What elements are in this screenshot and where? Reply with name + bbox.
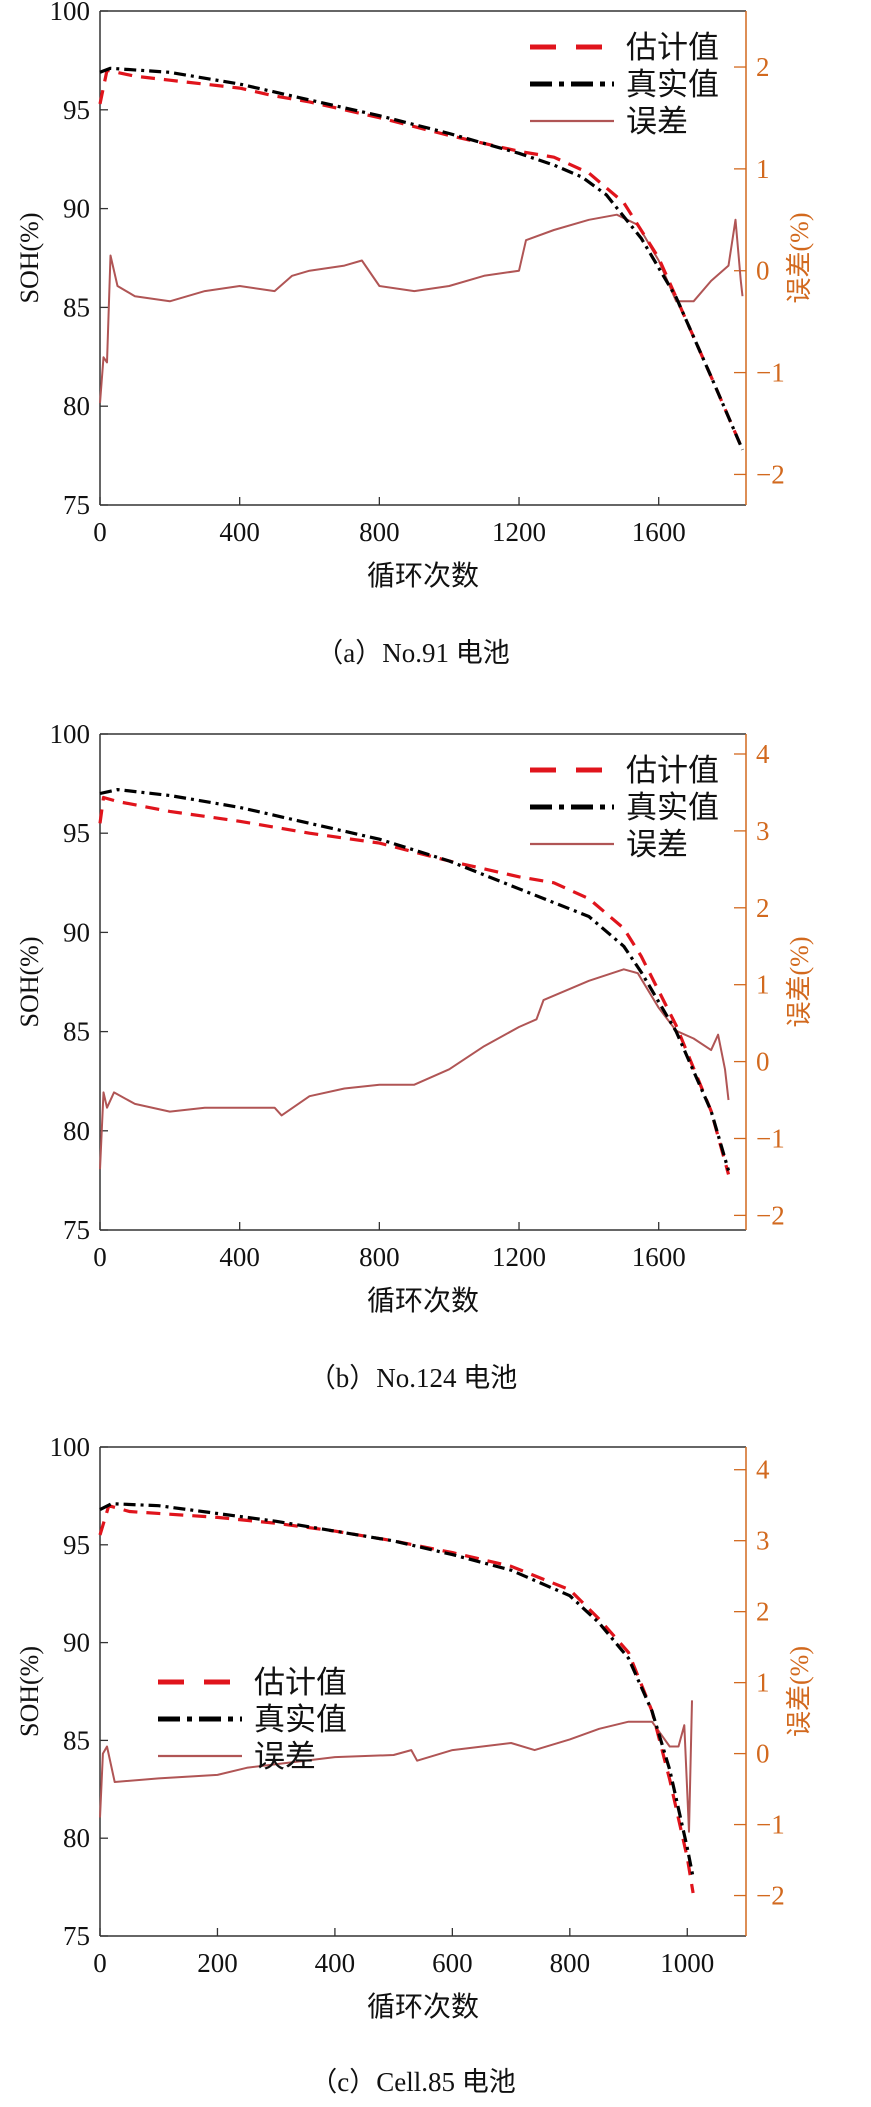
caption: （c）Cell.85 电池: [310, 2067, 515, 2097]
series-line-error: [99, 213, 744, 404]
y-tick-label: 90: [63, 917, 90, 947]
series-line-estimate: [98, 68, 744, 451]
y-tick-label: 75: [63, 490, 90, 520]
y2-tick-label: 2: [756, 52, 770, 82]
x-tick-label: 400: [219, 517, 260, 547]
y2-tick-label: 1: [756, 970, 770, 1000]
y2-tick-label: 0: [756, 1739, 770, 1769]
series-line-true: [99, 1502, 695, 1878]
chart-1: 0 400 800 1200 1600 75 80 85 90 95 100 −2 −1 0 1 2 3 4 循环次…: [15, 719, 814, 1393]
legend-label-true: 真实值: [626, 67, 719, 102]
y2-tick-label: 2: [756, 1597, 770, 1627]
y2-axis-label: 误差(%): [785, 937, 814, 1028]
y-tick-label: 85: [63, 1725, 90, 1755]
y-axis-label: SOH(%): [15, 213, 44, 304]
series-line-error: [99, 1700, 693, 1833]
x-tick-label: 0: [93, 517, 107, 547]
y2-tick-label: −1: [756, 1123, 785, 1153]
legend-label-estimate: 估计值: [626, 30, 719, 65]
x-tick-label: 0: [93, 1948, 107, 1978]
y-tick-label: 85: [63, 1017, 90, 1047]
x-tick-label: 800: [359, 1242, 400, 1272]
y-tick-label: 85: [63, 292, 90, 322]
y-axis-label: SOH(%): [15, 937, 44, 1028]
y-tick-label: 95: [63, 95, 90, 125]
y2-tick-label: 2: [756, 893, 770, 923]
series-line-estimate: [98, 1504, 695, 1894]
x-tick-label: 1600: [632, 517, 686, 547]
y2-tick-label: 1: [756, 154, 770, 184]
x-tick-label: 200: [197, 1948, 238, 1978]
legend-label-estimate: 估计值: [254, 1665, 347, 1700]
y-tick-label: 80: [63, 1823, 90, 1853]
series-line-true: [99, 788, 731, 1171]
y2-tick-label: −1: [756, 358, 785, 388]
y-tick-label: 80: [63, 1116, 90, 1146]
y2-tick-label: 4: [756, 739, 770, 769]
y-tick-label: 75: [63, 1921, 90, 1951]
y2-tick-label: −1: [756, 1810, 785, 1840]
x-axis-label: 循环次数: [367, 560, 479, 592]
y2-axis-label: 误差(%): [785, 1646, 814, 1737]
y-tick-label: 100: [50, 1432, 91, 1462]
y2-tick-label: 3: [756, 816, 770, 846]
x-tick-label: 600: [432, 1948, 473, 1978]
x-axis-label: 循环次数: [367, 1991, 479, 2023]
y2-tick-label: 3: [756, 1526, 770, 1556]
x-axis-label: 循环次数: [367, 1285, 479, 1317]
legend-label-true: 真实值: [626, 790, 719, 825]
series-line-true: [99, 66, 744, 451]
y2-tick-label: 0: [756, 256, 770, 286]
y2-tick-label: −2: [756, 459, 785, 489]
x-tick-label: 400: [315, 1948, 356, 1978]
y-tick-label: 95: [63, 1530, 90, 1560]
y-tick-label: 100: [50, 0, 91, 26]
x-tick-label: 1000: [660, 1948, 714, 1978]
legend-label-estimate: 估计值: [626, 753, 719, 788]
y-tick-label: 90: [63, 194, 90, 224]
y-tick-label: 75: [63, 1215, 90, 1245]
y-tick-label: 100: [50, 719, 91, 749]
y2-tick-label: 4: [756, 1455, 770, 1485]
x-tick-label: 800: [550, 1948, 591, 1978]
x-tick-label: 1200: [492, 517, 546, 547]
y-axis-label: SOH(%): [15, 1646, 44, 1737]
y2-tick-label: −2: [756, 1200, 785, 1230]
x-tick-label: 1600: [632, 1242, 686, 1272]
legend-label-error: 误差: [626, 827, 688, 862]
legend-label-true: 真实值: [254, 1702, 347, 1737]
chart-2: 0 200 400 600 800 1000 75 80 85 90 95 100 −2 −1 0 1 2 3 4 循…: [15, 1432, 814, 2097]
caption: （b）No.124 电池: [309, 1363, 518, 1393]
y2-axis-label: 误差(%): [785, 213, 814, 304]
chart-0: 0 400 800 1200 1600 75 80 85 90 95 100 −2 −1 0 1 2 循环次数 S…: [15, 0, 814, 668]
x-tick-label: 1200: [492, 1242, 546, 1272]
legend-label-error: 误差: [626, 104, 688, 139]
y-tick-label: 95: [63, 818, 90, 848]
caption: （a）No.91 电池: [316, 638, 509, 668]
y2-tick-label: 0: [756, 1047, 770, 1077]
x-tick-label: 0: [93, 1242, 107, 1272]
y2-tick-label: −2: [756, 1881, 785, 1911]
legend-label-error: 误差: [254, 1739, 316, 1774]
y-tick-label: 80: [63, 391, 90, 421]
series-line-error: [99, 968, 730, 1170]
y2-tick-label: 1: [756, 1668, 770, 1698]
x-tick-label: 400: [219, 1242, 260, 1272]
y-tick-label: 90: [63, 1628, 90, 1658]
x-tick-label: 800: [359, 517, 400, 547]
